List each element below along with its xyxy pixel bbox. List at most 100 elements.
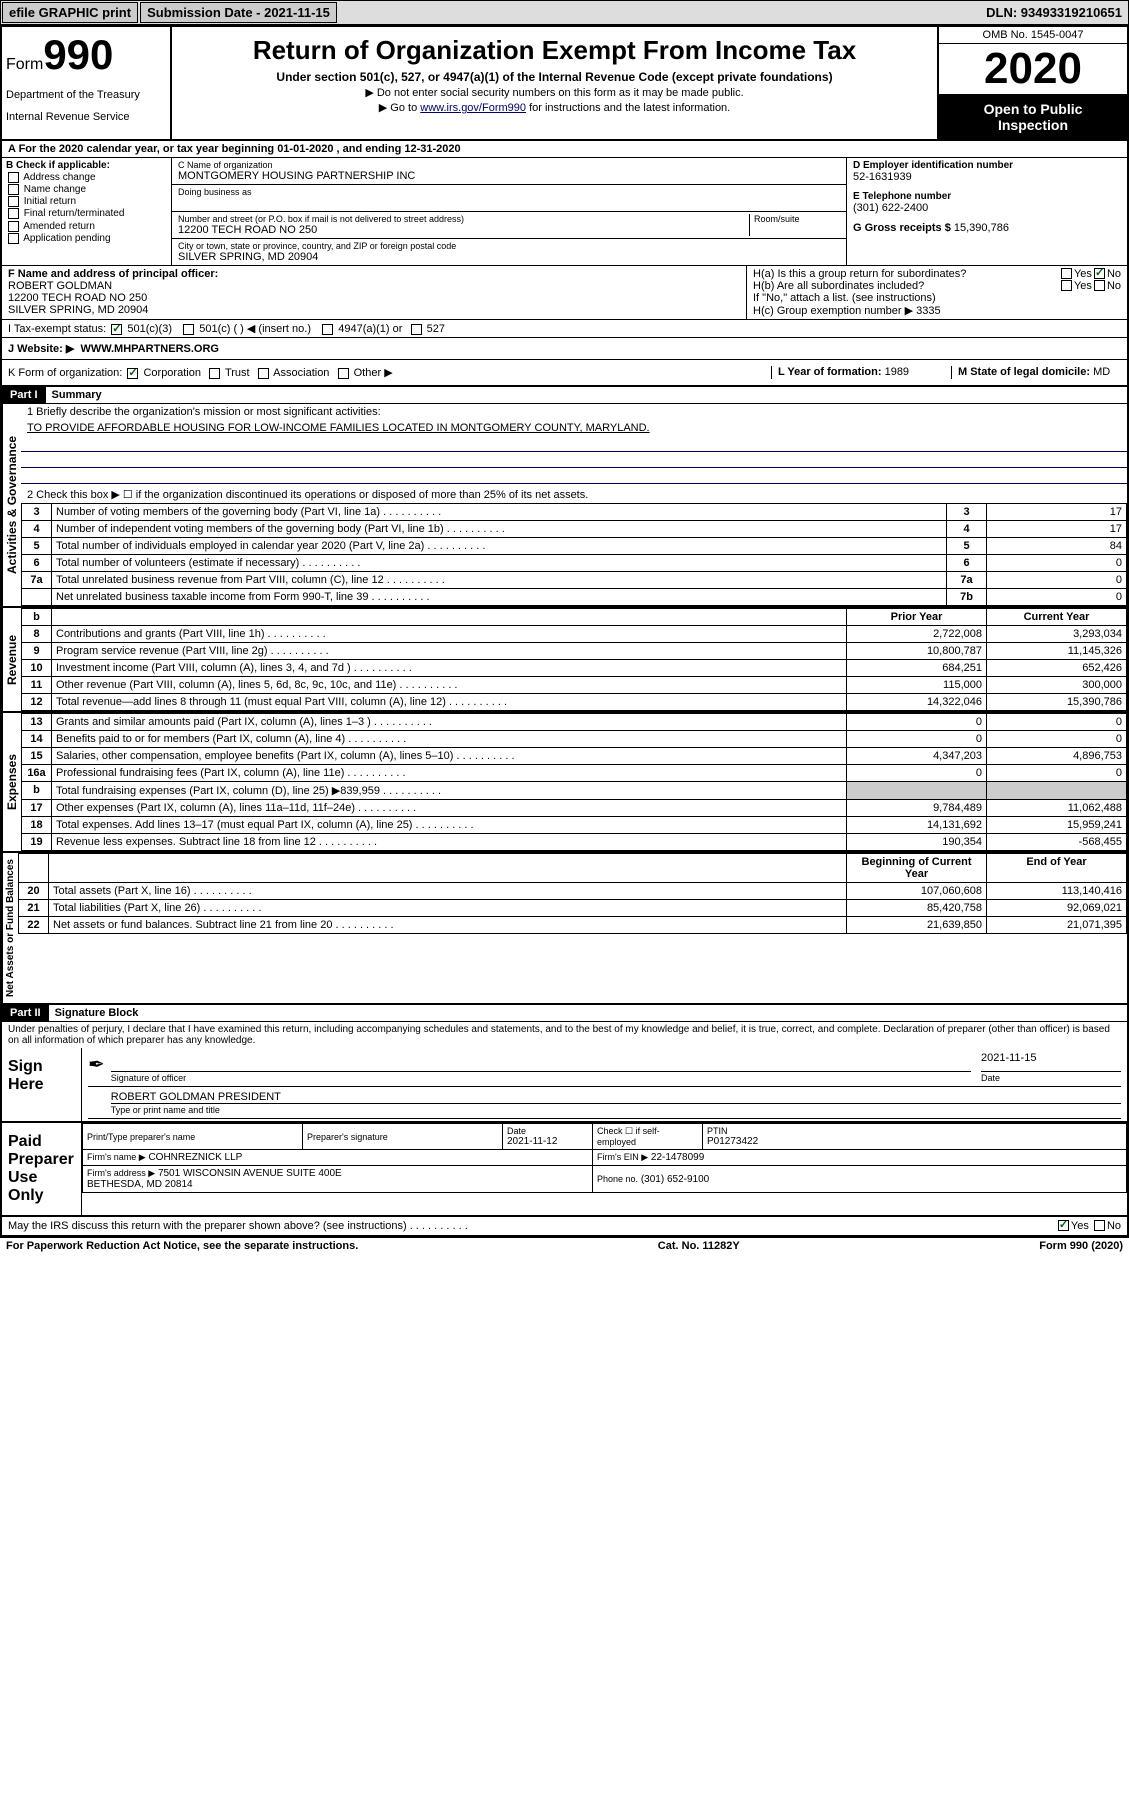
table-row: Net unrelated business taxable income fr… — [22, 589, 1127, 606]
hb-note: If "No," attach a list. (see instruction… — [753, 292, 1121, 304]
q1-value: TO PROVIDE AFFORDABLE HOUSING FOR LOW-IN… — [21, 420, 1127, 436]
cb-address-change[interactable]: Address change — [6, 172, 167, 183]
officer-addr2: SILVER SPRING, MD 20904 — [8, 304, 740, 316]
begin-year-hdr: Beginning of Current Year — [847, 854, 987, 883]
table-row: 6Total number of volunteers (estimate if… — [22, 555, 1127, 572]
l-label: L Year of formation: — [778, 366, 882, 378]
table-row: 21Total liabilities (Part X, line 26)85,… — [19, 900, 1127, 917]
cb-amended[interactable]: Amended return — [6, 221, 167, 232]
part2-badge: Part II — [2, 1005, 49, 1021]
ha-label: H(a) Is this a group return for subordin… — [753, 268, 1059, 280]
netassets-table: Beginning of Current YearEnd of Year 20T… — [18, 853, 1127, 934]
hb-yes[interactable] — [1061, 280, 1072, 291]
inspection-badge: Open to Public Inspection — [939, 95, 1127, 139]
table-row: 10Investment income (Part VIII, column (… — [22, 660, 1127, 677]
cb-527[interactable] — [411, 324, 422, 335]
firm-addr2: BETHESDA, MD 20814 — [87, 1179, 193, 1190]
box-b-title: B Check if applicable: — [6, 160, 167, 171]
efile-print-button[interactable]: efile GRAPHIC print — [2, 2, 138, 23]
tax-status-label: I Tax-exempt status: — [8, 323, 106, 335]
discuss-label: May the IRS discuss this return with the… — [8, 1220, 1056, 1232]
cb-501c3[interactable] — [111, 324, 122, 335]
header-center: Return of Organization Exempt From Incom… — [172, 27, 937, 139]
cb-name-change[interactable]: Name change — [6, 184, 167, 195]
ein-label: D Employer identification number — [853, 160, 1121, 171]
form-container: Form990 Department of the Treasury Inter… — [0, 25, 1129, 1238]
instr-post: for instructions and the latest informat… — [526, 102, 730, 114]
cb-4947[interactable] — [322, 324, 333, 335]
officer-label: F Name and address of principal officer: — [8, 268, 740, 280]
q1-label: 1 Briefly describe the organization's mi… — [21, 404, 1127, 420]
sig-date-label: Date — [981, 1073, 1000, 1083]
officer-addr1: 12200 TECH ROAD NO 250 — [8, 292, 740, 304]
tax-year: 2020 — [939, 44, 1127, 95]
end-year-hdr: End of Year — [987, 854, 1127, 883]
discuss-yes[interactable] — [1058, 1220, 1069, 1231]
website-label: J Website: ▶ — [8, 343, 74, 355]
instr-link-row: ▶ Go to www.irs.gov/Form990 for instruct… — [176, 101, 933, 114]
cb-corp[interactable] — [127, 368, 138, 379]
topbar: efile GRAPHIC print Submission Date - 20… — [0, 0, 1129, 25]
q2-label: 2 Check this box ▶ ☐ if the organization… — [21, 486, 1127, 503]
city-label: City or town, state or province, country… — [178, 241, 840, 251]
side-revenue: Revenue — [2, 608, 21, 711]
street-address: 12200 TECH ROAD NO 250 — [178, 224, 745, 236]
table-row: 19Revenue less expenses. Subtract line 1… — [22, 834, 1127, 851]
submission-date-button[interactable]: Submission Date - 2021-11-15 — [140, 2, 337, 23]
k-label: K Form of organization: — [8, 367, 122, 379]
footer-catno: Cat. No. 11282Y — [658, 1240, 740, 1252]
dba-value — [178, 197, 840, 209]
cb-initial-return[interactable]: Initial return — [6, 196, 167, 207]
part1-subtitle: Summary — [46, 387, 108, 403]
side-governance: Activities & Governance — [2, 404, 21, 606]
cb-final-return[interactable]: Final return/terminated — [6, 208, 167, 219]
org-name-label: C Name of organization — [178, 160, 840, 170]
table-row: 12Total revenue—add lines 8 through 11 (… — [22, 694, 1127, 711]
omb-number: OMB No. 1545-0047 — [939, 27, 1127, 44]
table-row: bTotal fundraising expenses (Part IX, co… — [22, 782, 1127, 800]
city-state-zip: SILVER SPRING, MD 20904 — [178, 251, 840, 263]
printed-name-label: Type or print name and title — [111, 1105, 220, 1115]
hb-label: H(b) Are all subordinates included? — [753, 280, 1059, 292]
blank-line-3 — [21, 470, 1127, 484]
table-row: 4Number of independent voting members of… — [22, 521, 1127, 538]
cb-assoc[interactable] — [258, 368, 269, 379]
cb-application-pending[interactable]: Application pending — [6, 233, 167, 244]
form-subtitle: Under section 501(c), 527, or 4947(a)(1)… — [176, 70, 933, 84]
dln-label: DLN: 93493319210651 — [980, 3, 1128, 22]
blank-line-1 — [21, 438, 1127, 452]
irs-link[interactable]: www.irs.gov/Form990 — [420, 102, 526, 114]
ptin-label: PTIN — [707, 1126, 1122, 1136]
firm-name-label: Firm's name ▶ — [87, 1152, 146, 1162]
box-b: B Check if applicable: Address change Na… — [2, 158, 172, 265]
firm-name: COHNREZNICK LLP — [148, 1152, 242, 1163]
website-value: WWW.MHPARTNERS.ORG — [80, 343, 219, 355]
firm-addr1: 7501 WISCONSIN AVENUE SUITE 400E — [158, 1168, 342, 1179]
cb-501c[interactable] — [183, 324, 194, 335]
inspection-line2: Inspection — [941, 117, 1125, 133]
officer-printed-name: ROBERT GOLDMAN PRESIDENT — [111, 1091, 1121, 1104]
current-year-hdr: Current Year — [987, 609, 1127, 626]
ha-yes[interactable] — [1061, 268, 1072, 279]
table-row: 8Contributions and grants (Part VIII, li… — [22, 626, 1127, 643]
dept-treasury: Department of the Treasury — [6, 89, 166, 101]
prep-date-label: Date — [507, 1126, 588, 1136]
row-k: K Form of organization: Corporation Trus… — [2, 360, 1127, 387]
cb-other[interactable] — [338, 368, 349, 379]
gross-receipts: G Gross receipts $ 15,390,786 — [853, 222, 1121, 234]
prior-year-hdr: Prior Year — [847, 609, 987, 626]
part2-subtitle: Signature Block — [49, 1005, 145, 1021]
cb-trust[interactable] — [209, 368, 220, 379]
dba-label: Doing business as — [178, 187, 840, 197]
header-right: OMB No. 1545-0047 2020 Open to Public In… — [937, 27, 1127, 139]
ha-no[interactable] — [1094, 268, 1105, 279]
instr-pre: ▶ Go to — [379, 102, 420, 114]
hb-no[interactable] — [1094, 280, 1105, 291]
table-row: 17Other expenses (Part IX, column (A), l… — [22, 800, 1127, 817]
discuss-no[interactable] — [1094, 1220, 1105, 1231]
footer-left: For Paperwork Reduction Act Notice, see … — [6, 1240, 358, 1252]
sig-date: 2021-11-15 — [981, 1052, 1121, 1072]
sign-here-label: Sign Here — [2, 1048, 82, 1121]
table-row: 9Program service revenue (Part VIII, lin… — [22, 643, 1127, 660]
firm-addr-label: Firm's address ▶ — [87, 1168, 155, 1178]
